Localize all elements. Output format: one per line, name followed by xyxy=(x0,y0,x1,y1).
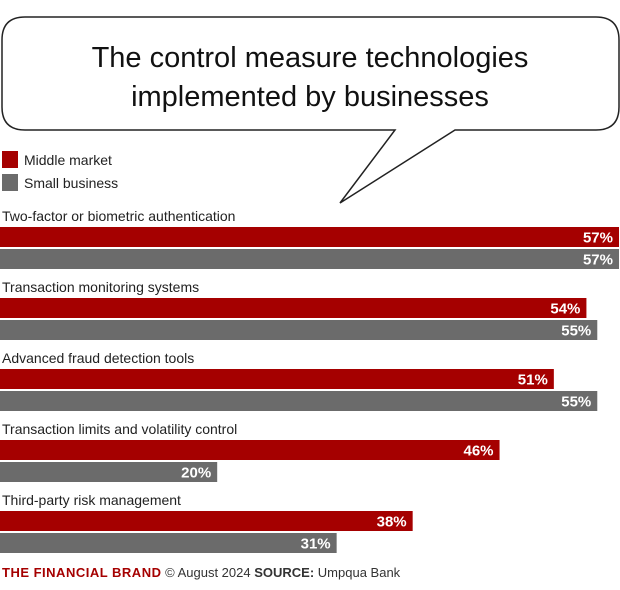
legend-label-small-business: Small business xyxy=(24,174,119,191)
copyright-text: © August 2024 xyxy=(165,565,251,580)
source-text: Umpqua Bank xyxy=(317,565,401,580)
bar-small-business xyxy=(0,249,619,269)
legend-label-middle-market: Middle market xyxy=(24,151,112,168)
category-label: Transaction limits and volatility contro… xyxy=(2,421,237,437)
legend-swatch-middle-market xyxy=(2,151,18,168)
bar-small-business xyxy=(0,462,218,482)
category-label: Transaction monitoring systems xyxy=(2,279,199,295)
bar-middle-market xyxy=(0,440,500,460)
data-label-middle-market: 57% xyxy=(583,230,613,247)
data-label-middle-market: 38% xyxy=(377,514,407,531)
speech-bubble xyxy=(1,16,620,204)
data-label-small-business: 31% xyxy=(301,536,331,553)
legend-swatch-small-business xyxy=(2,174,18,191)
bar-middle-market xyxy=(0,369,554,389)
bar-small-business xyxy=(0,533,337,553)
data-label-small-business: 55% xyxy=(561,394,591,411)
data-label-middle-market: 54% xyxy=(550,301,580,318)
category-label: Third-party risk management xyxy=(2,492,181,508)
bars-layer: Two-factor or biometric authentication 57… xyxy=(0,208,619,553)
legend-item-middle-market: Middle market xyxy=(2,151,112,168)
chart-title-line-2: implemented by businesses xyxy=(131,81,489,113)
bar-small-business xyxy=(0,391,598,411)
category-label: Advanced fraud detection tools xyxy=(2,350,194,366)
data-label-middle-market: 51% xyxy=(518,372,548,389)
data-label-small-business: 20% xyxy=(181,465,211,482)
bar-middle-market xyxy=(0,227,619,247)
bar-small-business xyxy=(0,320,598,340)
footer: THE FINANCIAL BRAND © August 2024 SOURCE… xyxy=(2,565,400,580)
category-label: Two-factor or biometric authentication xyxy=(2,208,235,224)
source-label: SOURCE: xyxy=(254,565,315,580)
brand-name: THE FINANCIAL BRAND xyxy=(2,565,162,580)
data-label-middle-market: 46% xyxy=(464,443,494,460)
data-label-small-business: 55% xyxy=(561,323,591,340)
chart-title-line-1: The control measure technologies xyxy=(92,42,529,74)
bar-middle-market xyxy=(0,511,413,531)
data-label-small-business: 57% xyxy=(583,252,613,269)
bar-middle-market xyxy=(0,298,587,318)
legend-item-small-business: Small business xyxy=(2,174,118,191)
